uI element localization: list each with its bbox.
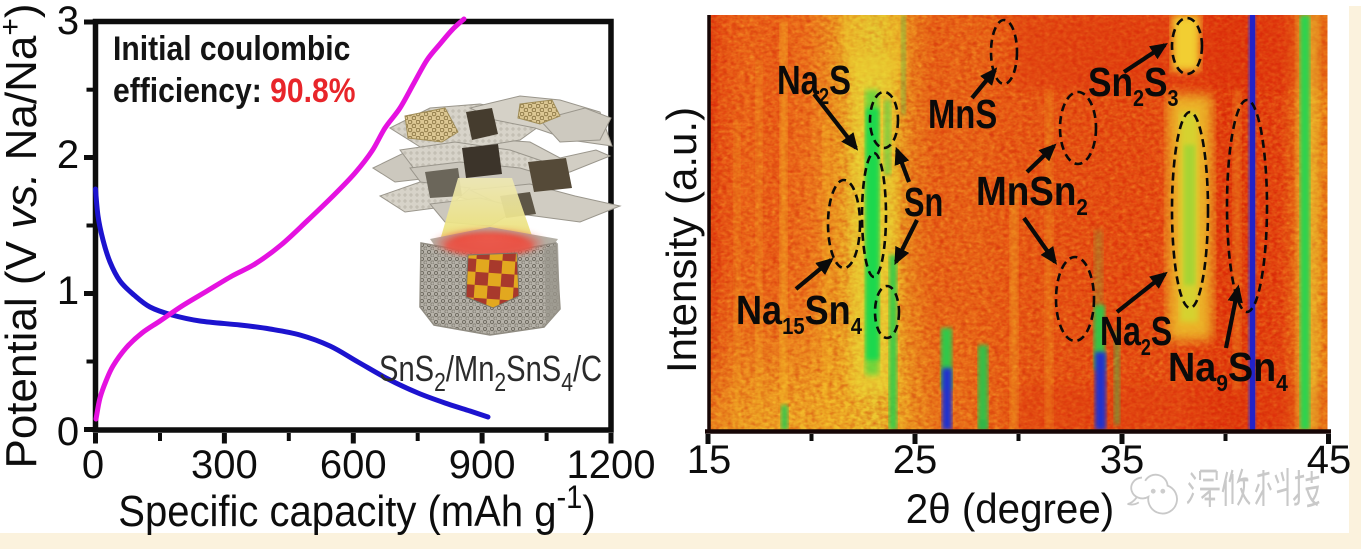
svg-text:MnSn2: MnSn2 [976,169,1088,220]
svg-text:Sn: Sn [904,179,943,225]
svg-text:2: 2 [57,133,79,177]
svg-text:Na2S: Na2S [1100,308,1172,360]
svg-text:0: 0 [57,410,79,454]
svg-text:25: 25 [893,438,938,482]
svg-text:3: 3 [57,0,79,43]
svg-text:Na2S: Na2S [777,56,851,109]
svg-text:45: 45 [1307,438,1352,482]
svg-text:efficiency: 90.8%: efficiency: 90.8% [113,71,355,109]
svg-text:35: 35 [1100,438,1145,482]
svg-text:Intensity (a.u.): Intensity (a.u.) [658,107,705,373]
svg-text:2θ (degree): 2θ (degree) [906,485,1114,532]
svg-text:300: 300 [191,443,258,487]
svg-text:15: 15 [687,438,732,482]
svg-text:0: 0 [82,443,104,487]
svg-text:900: 900 [449,443,516,487]
svg-text:600: 600 [320,443,387,487]
svg-text:MnS: MnS [928,90,997,136]
svg-text:Initial coulombic: Initial coulombic [113,29,350,67]
svg-text:Na9Sn4: Na9Sn4 [1168,345,1289,397]
svg-text:1200: 1200 [567,443,656,487]
svg-text:1: 1 [57,269,79,313]
svg-text:Specific capacity (mAh g-1): Specific capacity (mAh g-1) [118,480,595,535]
svg-text:Potential (V vs. Na/Na+): Potential (V vs. Na/Na+) [0,3,46,468]
